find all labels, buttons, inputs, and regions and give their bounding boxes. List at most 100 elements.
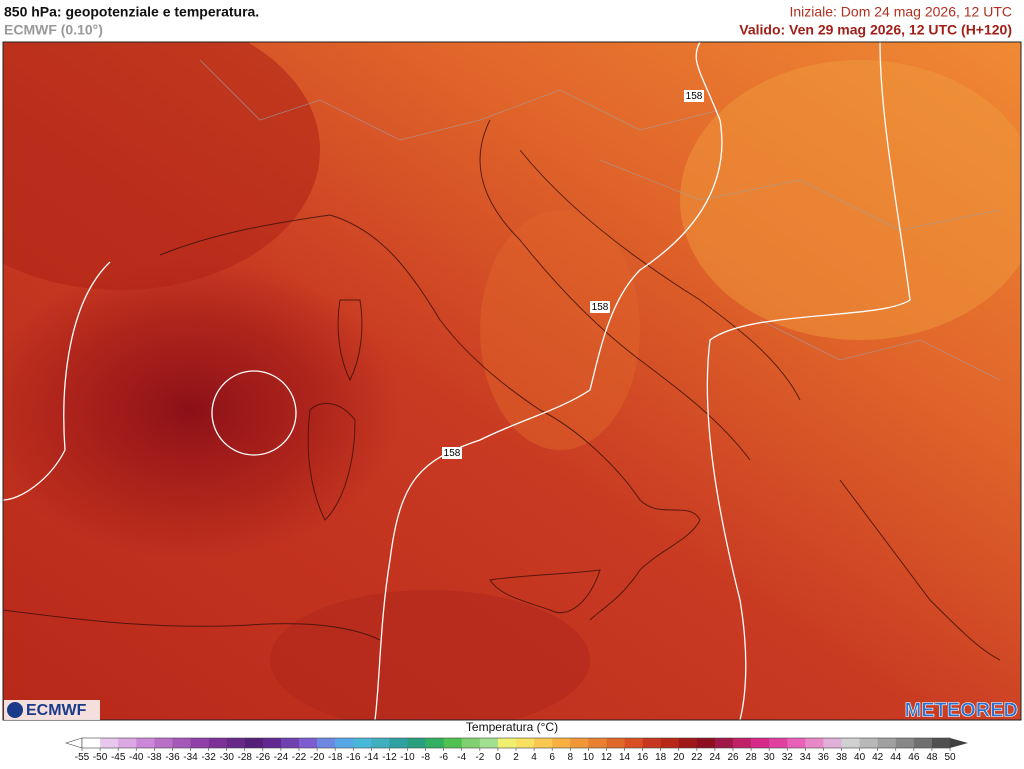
colorbar-tick-label: 10 bbox=[583, 752, 595, 763]
colorbar-segment bbox=[407, 738, 426, 748]
colorbar-segment bbox=[678, 738, 698, 748]
colorbar-tick-label: -24 bbox=[274, 752, 289, 763]
init-time: Iniziale: Dom 24 mag 2026, 12 UTC bbox=[789, 4, 1012, 20]
colorbar-segment bbox=[443, 738, 463, 748]
colorbar-segment bbox=[136, 738, 155, 748]
colorbar-segment bbox=[371, 738, 390, 748]
contour-label: 158 bbox=[686, 91, 703, 102]
colorbar-tick-label: -36 bbox=[165, 752, 180, 763]
colorbar-segment bbox=[913, 738, 933, 748]
colorbar-segment bbox=[244, 738, 264, 748]
colorbar-segment bbox=[624, 738, 643, 748]
colorbar-tick-label: 18 bbox=[655, 752, 667, 763]
colorbar-segment bbox=[154, 738, 173, 748]
colorbar-segment bbox=[696, 738, 716, 748]
colorbar-segment bbox=[606, 738, 625, 748]
legend-title: Temperatura (°C) bbox=[466, 720, 558, 734]
colorbar-segment bbox=[660, 738, 680, 748]
colorbar-tick-label: -38 bbox=[147, 752, 162, 763]
colorbar-segment bbox=[262, 738, 282, 748]
colorbar-segment bbox=[280, 738, 300, 748]
valid-time: Valido: Ven 29 mag 2026, 12 UTC (H+120) bbox=[739, 22, 1012, 38]
colorbar-tick-label: -28 bbox=[238, 752, 253, 763]
colorbar-tick-label: -55 bbox=[75, 752, 90, 763]
colorbar-tick-label: 34 bbox=[800, 752, 812, 763]
colorbar-tick-label: 26 bbox=[727, 752, 739, 763]
colorbar-segment bbox=[570, 738, 589, 748]
colorbar-tick-label: -16 bbox=[346, 752, 361, 763]
colorbar-tick-label: 44 bbox=[890, 752, 902, 763]
colorbar-tick-label: -4 bbox=[457, 752, 466, 763]
colorbar-tick-label: 8 bbox=[567, 752, 573, 763]
colorbar-segment bbox=[208, 738, 227, 748]
colorbar-tick-label: 16 bbox=[637, 752, 649, 763]
colorbar-segment bbox=[642, 738, 661, 748]
colorbar-segment bbox=[552, 738, 571, 748]
colorbar-segment bbox=[118, 738, 137, 748]
colorbar-tick-label: 32 bbox=[782, 752, 794, 763]
colorbar-tick-label: -45 bbox=[111, 752, 126, 763]
colorbar-tick-label: -20 bbox=[310, 752, 325, 763]
colorbar-tick-label: -32 bbox=[201, 752, 216, 763]
colorbar-tick-label: -40 bbox=[129, 752, 144, 763]
colorbar-tick-label: 28 bbox=[746, 752, 758, 763]
colorbar-segment bbox=[931, 738, 951, 748]
colorbar-tick-label: 4 bbox=[531, 752, 537, 763]
colorbar-tick-label: 38 bbox=[836, 752, 848, 763]
meteored-logo: METEORED bbox=[905, 699, 1018, 721]
colorbar-tick-label: 14 bbox=[619, 752, 631, 763]
colorbar-tick-label: 6 bbox=[549, 752, 555, 763]
colorbar-segment bbox=[787, 738, 806, 748]
colorbar-tick-label: 20 bbox=[673, 752, 685, 763]
colorbar-segment bbox=[353, 738, 372, 748]
colorbar-segment bbox=[516, 738, 535, 748]
colorbar-tick-label: 2 bbox=[513, 752, 519, 763]
colorbar-tick-label: -26 bbox=[256, 752, 271, 763]
contour-label: 158 bbox=[444, 448, 461, 459]
colorbar-segment bbox=[534, 738, 553, 748]
colorbar-tick-label: 50 bbox=[944, 752, 956, 763]
colorbar-tick-label: -22 bbox=[292, 752, 307, 763]
colorbar-tick-label: 46 bbox=[908, 752, 920, 763]
colorbar-segment bbox=[859, 738, 878, 748]
colorbar-segment bbox=[299, 738, 318, 748]
colorbar-tick-label: -10 bbox=[400, 752, 415, 763]
colorbar-tick-label: -18 bbox=[328, 752, 343, 763]
map-title: 850 hPa: geopotenziale e temperatura. bbox=[4, 4, 259, 20]
colorbar-tick-label: 40 bbox=[854, 752, 866, 763]
colorbar-segment bbox=[877, 738, 897, 748]
colorbar-segment bbox=[425, 738, 444, 748]
colorbar-segment bbox=[389, 738, 408, 748]
colorbar-segment bbox=[588, 738, 607, 748]
colorbar-segment bbox=[172, 738, 191, 748]
colorbar-tick-label: 12 bbox=[601, 752, 613, 763]
colorbar-tick-label: 0 bbox=[495, 752, 501, 763]
colorbar-tick-label: 48 bbox=[926, 752, 938, 763]
colorbar-segment bbox=[497, 738, 517, 748]
colorbar-segment bbox=[714, 738, 734, 748]
colorbar-segment bbox=[461, 738, 481, 748]
colorbar-tick-label: 36 bbox=[818, 752, 830, 763]
colorbar-segment bbox=[841, 738, 860, 748]
colorbar-segment bbox=[100, 738, 119, 748]
colorbar-segment bbox=[82, 738, 101, 748]
contour-label: 158 bbox=[592, 302, 609, 313]
colorbar-tick-label: 24 bbox=[709, 752, 721, 763]
colorbar-segment bbox=[226, 738, 246, 748]
colorbar-tick-label: 42 bbox=[872, 752, 884, 763]
colorbar-tick-label: -14 bbox=[364, 752, 379, 763]
legend: Temperatura (°C) -55 -50 -45 -40 -38 -36 -34 -3… bbox=[64, 720, 968, 763]
colorbar-tick-label: 22 bbox=[691, 752, 703, 763]
colorbar-segment bbox=[805, 738, 824, 748]
colorbar-tick-label: -34 bbox=[183, 752, 198, 763]
colorbar-tick-label: -2 bbox=[475, 752, 484, 763]
colorbar-segment bbox=[733, 738, 752, 748]
colorbar-segment bbox=[895, 738, 915, 748]
map: 158 158 158 bbox=[3, 42, 1021, 720]
colorbar-tick-label: 30 bbox=[764, 752, 776, 763]
colorbar-tick-label: -30 bbox=[219, 752, 234, 763]
colorbar-segment bbox=[479, 738, 499, 748]
colorbar-tick-label: -12 bbox=[382, 752, 397, 763]
colorbar-segment bbox=[751, 738, 770, 748]
